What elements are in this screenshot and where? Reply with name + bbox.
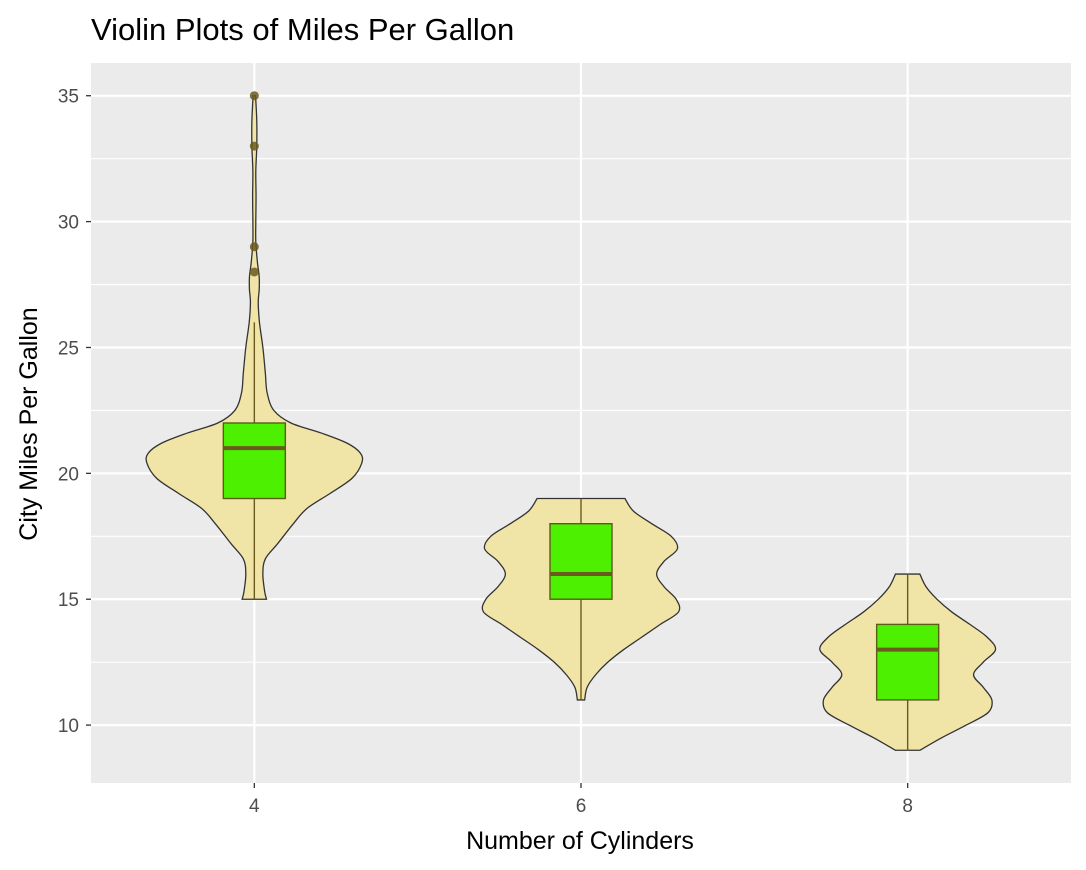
outlier-point xyxy=(249,91,259,101)
x-tick-label: 4 xyxy=(249,796,260,817)
box-8-cyl xyxy=(875,623,940,701)
outlier-point xyxy=(249,242,259,252)
box-6-cyl xyxy=(549,522,613,600)
y-tick-label: 10 xyxy=(58,716,79,737)
x-tick-label: 8 xyxy=(902,796,913,817)
y-tick-label: 30 xyxy=(58,213,79,234)
x-tick-label: 6 xyxy=(576,796,587,817)
x-axis: 4 6 8 xyxy=(249,783,913,817)
y-tick-label: 35 xyxy=(58,87,79,108)
outlier-point xyxy=(249,267,259,277)
boxplots xyxy=(222,91,940,751)
outlier-point xyxy=(249,141,259,151)
y-tick-label: 25 xyxy=(58,338,79,359)
chart-title: Violin Plots of Miles Per Gallon xyxy=(91,12,514,47)
y-tick-label: 20 xyxy=(58,464,79,485)
box-4-cyl xyxy=(222,422,287,500)
y-tick-label: 15 xyxy=(58,590,79,611)
y-axis: 10 15 20 25 30 35 xyxy=(58,87,91,737)
x-axis-title: Number of Cylinders xyxy=(466,827,694,855)
y-axis-title: City Miles Per Gallon xyxy=(15,307,43,540)
